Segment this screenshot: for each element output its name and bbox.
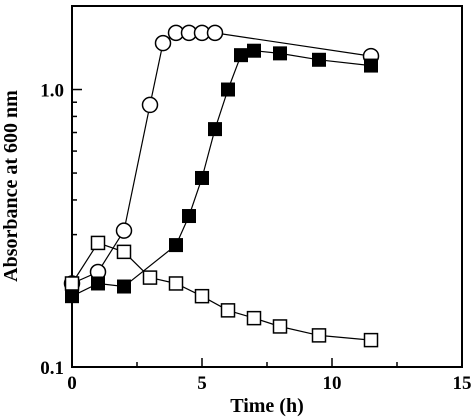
data-point-filled-square bbox=[208, 122, 222, 137]
data-point-open-circle bbox=[154, 34, 172, 52]
x-tick-label: 5 bbox=[197, 373, 207, 394]
x-tick-label: 0 bbox=[67, 373, 77, 394]
plot-frame bbox=[71, 5, 463, 368]
series-lines bbox=[71, 32, 372, 341]
data-point-open-square bbox=[272, 319, 288, 334]
data-point-filled-square bbox=[195, 170, 209, 185]
data-point-filled-square bbox=[65, 289, 79, 304]
data-point-open-square bbox=[168, 276, 184, 291]
y-axis-title: Absorbance at 600 nm bbox=[0, 90, 22, 282]
data-point-filled-square bbox=[169, 238, 183, 253]
data-point-filled-square bbox=[312, 52, 326, 67]
y-tick-label: 1.0 bbox=[40, 81, 64, 102]
data-point-filled-square bbox=[182, 209, 196, 224]
axis-ticks bbox=[71, 5, 463, 368]
data-point-open-square bbox=[116, 244, 132, 260]
x-tick-label: 10 bbox=[323, 373, 342, 394]
y-tick-label: 0.1 bbox=[40, 358, 64, 379]
data-point-open-square bbox=[142, 270, 158, 285]
data-point-filled-square bbox=[234, 48, 248, 63]
data-point-filled-square bbox=[364, 58, 378, 73]
series-markers bbox=[63, 24, 380, 348]
data-point-open-square bbox=[311, 328, 327, 343]
data-point-filled-square bbox=[221, 82, 235, 97]
x-tick-label: 15 bbox=[453, 373, 472, 394]
data-point-filled-square bbox=[117, 279, 131, 294]
data-point-open-square bbox=[64, 276, 80, 291]
data-point-open-square bbox=[246, 310, 262, 326]
data-point-filled-square bbox=[273, 46, 287, 61]
data-point-open-circle bbox=[115, 222, 133, 239]
data-point-open-square bbox=[220, 303, 236, 318]
data-point-filled-square bbox=[91, 276, 105, 291]
data-point-open-square bbox=[363, 332, 379, 348]
data-point-open-square bbox=[194, 288, 210, 304]
data-point-open-circle bbox=[141, 96, 159, 114]
tick-labels: 0 5 10 15 0.1 1.0 bbox=[40, 81, 471, 394]
x-axis-title: Time (h) bbox=[230, 395, 304, 417]
data-point-open-circle bbox=[206, 24, 224, 42]
data-point-open-square bbox=[90, 235, 106, 251]
data-point-filled-square bbox=[247, 43, 261, 58]
